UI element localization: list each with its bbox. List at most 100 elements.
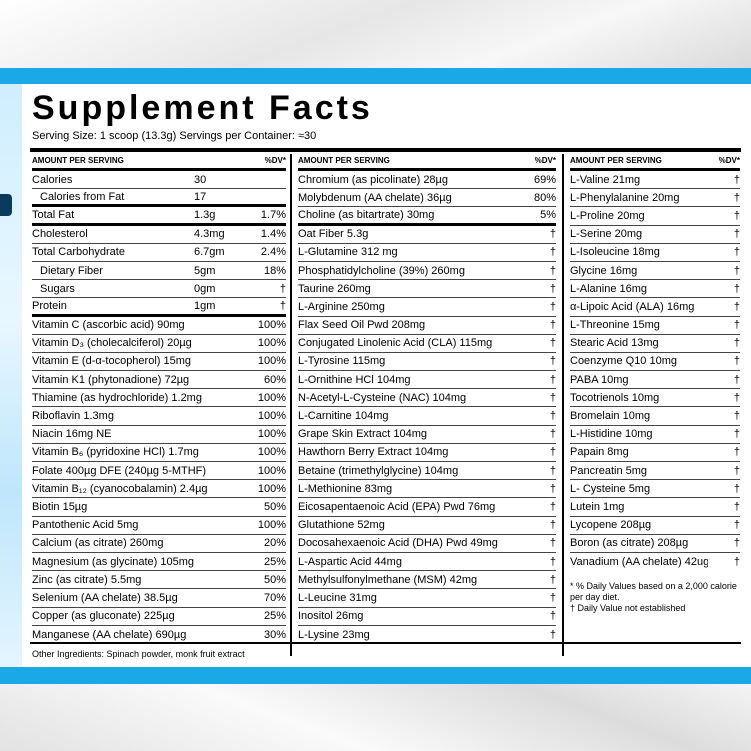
nutrient-row: L-Methionine 83mg † [298,480,556,499]
daily-value: † [733,191,740,204]
column-2: AMOUNT PER SERVING %DV* Chromium (as pic… [298,154,556,644]
nutrient-name: Grape Skin Extract 104mg [298,428,428,441]
nutrient-name: Docosahexaenoic Acid (DHA) Pwd 49mg [298,537,498,550]
daily-value: † [549,246,556,259]
left-decoration [0,84,22,667]
nutrient-name: Taurine 260mg [298,282,371,295]
daily-value: 20% [263,537,286,550]
footnotes: * % Daily Values based on a 2,000 calori… [570,581,740,614]
nutrient-name: L-Methionine 83mg [298,482,393,495]
daily-value: 50% [263,573,286,586]
daily-value: 25% [263,555,286,568]
accent-band-bottom [0,667,751,684]
nutrient-name: L-Glutamine 312 mg [298,246,398,259]
nutrient-name: Calories from Fat [40,190,125,203]
daily-value: † [549,355,556,368]
other-ingredients: Other Ingredients: Spinach powder, monk … [32,649,245,659]
nutrient-name: Pantothenic Acid 5mg [32,519,139,532]
amount-header: AMOUNT PER SERVING [570,156,662,165]
nutrient-name: L-Isoleucine 18mg [570,246,660,259]
nutrient-row: L-Leucine 31mg † [298,589,556,608]
nutrient-name: L-Phenylalanine 20mg [570,191,680,204]
nutrient-row: Boron (as citrate) 208µg † [570,535,740,553]
nutrient-row: Vitamin B₁₂ (cyanocobalamin) 2.4µg 100% [32,480,286,499]
nutrient-amount: 0gm [194,282,216,295]
daily-value: † [733,446,740,459]
nutrient-row: Dietary Fiber 5gm 18% [32,262,286,281]
daily-value: † [279,282,286,295]
dv-footnote: * % Daily Values based on a 2,000 calori… [570,581,737,603]
nutrient-row: L-Carnitine 104mg † [298,407,556,426]
nutrient-name: L-Tyrosine 115mg [298,355,386,368]
daily-value: † [279,299,286,312]
nutrient-name: Vitamin C (ascorbic acid) 90mg [32,319,185,332]
nutrient-name: α-Lipoic Acid (ALA) 16mg [570,300,695,313]
nutrient-name: Methylsulfonylmethane (MSM) 42mg [298,573,478,586]
nutrient-row: Vitamin K1 (phytonadione) 72µg 60% [32,371,286,390]
column-1-header: AMOUNT PER SERVING %DV* [32,154,286,171]
nutrient-name: Protein [32,299,67,312]
nutrient-row: PABA 10mg † [570,371,740,390]
daily-value: 30% [263,628,286,641]
nutrient-row: Protein 1gm † [32,298,286,317]
nutrient-row: L-Glutamine 312 mg † [298,244,556,262]
nutrient-row: Docosahexaenoic Acid (DHA) Pwd 49mg † [298,535,556,553]
nutrient-amount: 30 [194,173,207,186]
nutrient-row: Zinc (as citrate) 5.5mg 50% [32,571,286,590]
nutrient-name: Total Carbohydrate [32,246,125,259]
nutrient-name: L-Threonine 15mg [570,319,660,332]
nutrient-name: PABA 10mg [570,373,629,386]
daily-value: † [733,264,740,277]
daily-value: † [733,428,740,441]
daily-value: † [733,246,740,259]
nutrient-name: Inositol 26mg [298,610,364,623]
nutrient-name: Vitamin B₁₂ (cyanocobalamin) 2.4µg [32,482,208,495]
nutrient-row: Vitamin E (d-α-tocopherol) 15mg 100% [32,353,286,372]
amount-header: AMOUNT PER SERVING [298,156,390,165]
nutrient-name: Eicosapentaenoic Acid (EPA) Pwd 76mg [298,500,496,513]
nutrient-row: Pancreatin 5mg † [570,462,740,481]
nutrient-row: Thiamine (as hydrochloride) 1.2mg 100% [32,389,286,408]
daily-value: 80% [533,191,556,204]
nutrient-amount: 1gm [194,299,216,312]
amount-header: AMOUNT PER SERVING [32,156,124,165]
daily-value: † [549,573,556,586]
nutrient-row: Sugars 0gm † [32,280,286,299]
daily-value: † [549,537,556,550]
nutrient-row: Taurine 260mg † [298,280,556,299]
nutrient-name: Choline (as bitartrate) 30mg [298,208,435,221]
nutrient-row: Calories from Fat 17 [32,189,286,208]
daily-value: † [549,282,556,295]
nutrient-amount: 5gm [194,264,216,277]
nutrient-name: Tocotrienols 10mg [570,391,660,404]
nutrient-row: L-Aspartic Acid 44mg † [298,553,556,572]
nutrient-row: Flax Seed Oil Pwd 208mg † [298,317,556,335]
nutrient-row: Vitamin B₆ (pyridoxine HCl) 1.7mg 100% [32,444,286,462]
daily-value: † [733,355,740,368]
nutrient-name: Selenium (AA chelate) 38.5µg [32,591,178,604]
nutrient-row: Pantothenic Acid 5mg 100% [32,517,286,535]
daily-value: † [733,337,740,350]
nutrient-name: L-Valine 21mg [570,173,641,186]
nutrient-row: Grape Skin Extract 104mg † [298,426,556,444]
nutrient-row: L-Ornithine HCl 104mg † [298,371,556,390]
nutrient-row: Vanadium (AA chelate) 42ug † [570,553,740,571]
nutrient-name: Manganese (AA chelate) 690µg [32,628,187,641]
daily-value: † [733,391,740,404]
nutrient-name: L-Alanine 16mg [570,282,648,295]
nutrient-name: Vanadium (AA chelate) 42ug [570,556,708,569]
nutrient-name: L-Arginine 250mg [298,300,385,313]
nutrient-row: L-Alanine 16mg † [570,280,740,299]
nutrient-amount: 4.3mg [194,228,225,241]
daily-value: † [549,500,556,513]
nutrient-row: Magnesium (as glycinate) 105mg 25% [32,553,286,572]
nutrient-row: Calories 30 [32,171,286,190]
daily-value: 100% [257,446,286,459]
column-3: AMOUNT PER SERVING %DV* L-Valine 21mg † L-… [570,154,740,614]
bottom-rule [30,642,741,644]
nutrient-name: Calories [32,173,73,186]
daily-value: 25% [263,610,286,623]
nutrient-row: Papain 8mg † [570,444,740,462]
nutrient-name: L- Cysteine 5mg [570,482,651,495]
nutrient-name: Riboflavin 1.3mg [32,410,114,423]
